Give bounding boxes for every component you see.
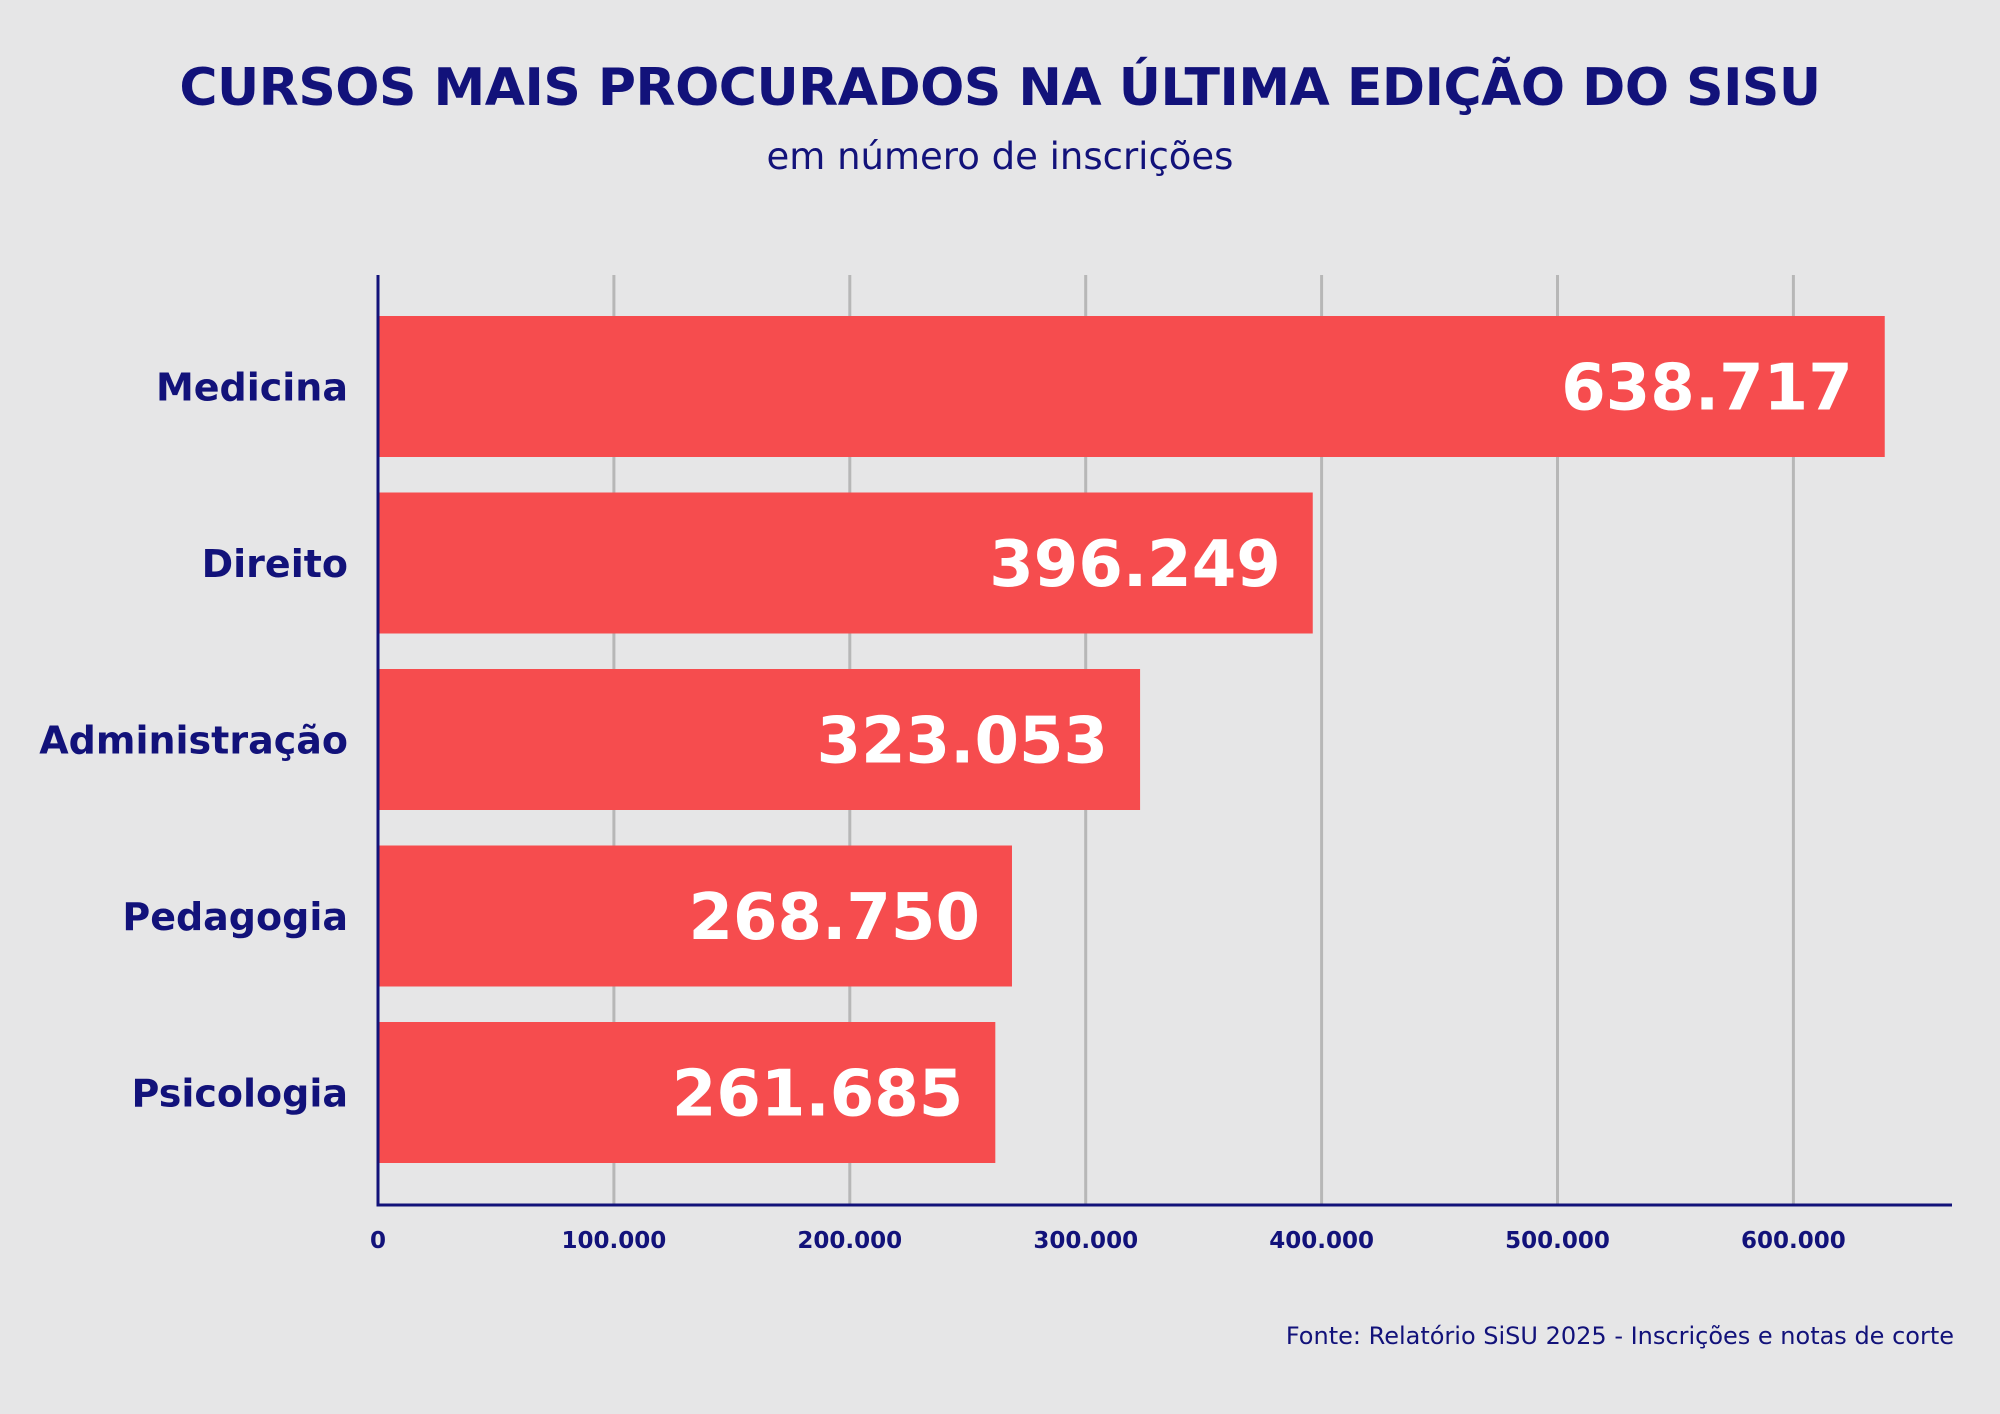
chart-title: CURSOS MAIS PROCURADOS NA ÚLTIMA EDIÇÃO … (179, 58, 1821, 118)
x-tick-label: 200.000 (797, 1228, 902, 1254)
x-tick-label: 0 (370, 1228, 386, 1254)
bar (378, 845, 1012, 987)
x-tick-label: 300.000 (1033, 1228, 1138, 1254)
bar (378, 1022, 996, 1163)
x-tick-label: 400.000 (1269, 1228, 1374, 1254)
value-label: 323.053 (817, 705, 1109, 779)
x-tick-label: 100.000 (562, 1228, 667, 1254)
x-tick-label: 600.000 (1741, 1228, 1846, 1254)
category-label: Psicologia (132, 1072, 348, 1116)
value-label: 396.249 (989, 528, 1281, 602)
bar (378, 669, 1141, 810)
value-label: 268.750 (688, 881, 980, 955)
bar (378, 492, 1313, 634)
chart-subtitle: em número de inscrições (766, 135, 1234, 178)
category-label: Pedagogia (122, 895, 348, 939)
x-tick-label: 500.000 (1505, 1228, 1610, 1254)
value-label: 261.685 (672, 1058, 964, 1132)
category-label: Medicina (156, 366, 348, 410)
category-label: Direito (202, 542, 348, 586)
value-label: 638.717 (1561, 352, 1853, 426)
category-label: Administração (39, 719, 348, 763)
bar (378, 316, 1885, 457)
source-note: Fonte: Relatório SiSU 2025 - Inscrições … (1285, 1322, 1954, 1350)
